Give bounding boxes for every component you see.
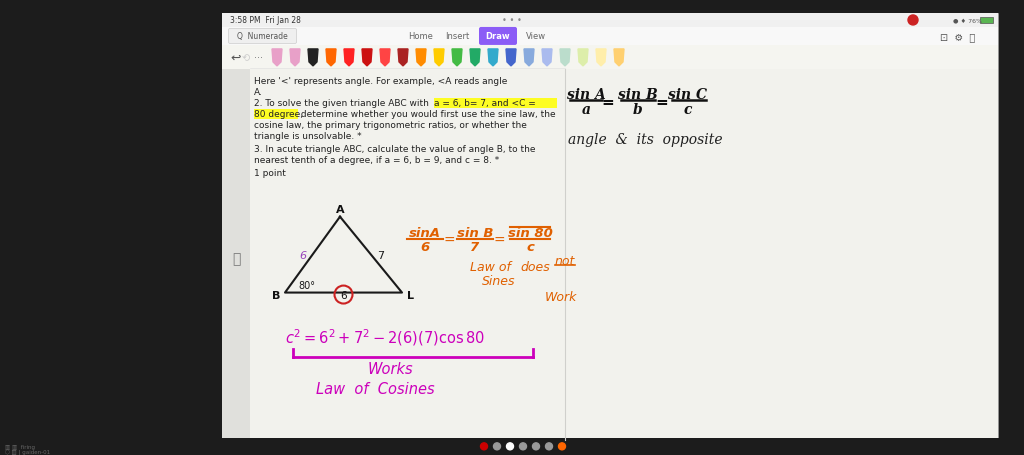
Text: =: = <box>443 233 455 247</box>
Text: Insert: Insert <box>444 32 469 41</box>
Text: sinA: sinA <box>409 227 441 240</box>
Text: not: not <box>555 254 575 268</box>
Circle shape <box>494 443 501 450</box>
Text: Sines: Sines <box>482 274 515 288</box>
Circle shape <box>480 443 487 450</box>
Polygon shape <box>596 50 606 67</box>
Text: c: c <box>684 103 692 116</box>
Polygon shape <box>614 50 624 67</box>
Text: • • •: • • • <box>502 16 522 25</box>
FancyBboxPatch shape <box>479 28 517 46</box>
Text: 2. To solve the given triangle ABC with: 2. To solve the given triangle ABC with <box>254 99 432 108</box>
Text: =: = <box>602 95 614 110</box>
Text: A.: A. <box>254 88 263 97</box>
Text: 1 point: 1 point <box>254 169 286 178</box>
Polygon shape <box>362 50 372 67</box>
Polygon shape <box>308 50 318 67</box>
Text: B: B <box>271 290 281 300</box>
Bar <box>254 110 298 120</box>
Text: 3. In acute triangle ABC, calculate the value of angle B, to the: 3. In acute triangle ABC, calculate the … <box>254 145 536 154</box>
Polygon shape <box>524 50 534 67</box>
Text: sin B: sin B <box>618 88 657 101</box>
Polygon shape <box>272 50 282 67</box>
Text: angle  &  its  opposite: angle & its opposite <box>568 132 723 147</box>
Text: 80°: 80° <box>299 280 315 290</box>
Text: Q  Numerade: Q Numerade <box>237 32 288 41</box>
Text: ⟲: ⟲ <box>242 53 250 63</box>
Text: =: = <box>655 95 669 110</box>
Text: ···: ··· <box>254 53 263 63</box>
Text: 6: 6 <box>421 241 430 253</box>
Text: 6: 6 <box>299 250 306 260</box>
Bar <box>0 438 1024 455</box>
Text: Works: Works <box>368 361 413 376</box>
Polygon shape <box>434 50 444 67</box>
Text: Law of: Law of <box>470 261 511 273</box>
Polygon shape <box>542 50 552 67</box>
Text: b: b <box>633 103 643 116</box>
Text: 7: 7 <box>470 241 479 253</box>
Text: sin B: sin B <box>457 227 494 240</box>
Text: Law  of  Cosines: Law of Cosines <box>315 381 434 396</box>
Text: Work: Work <box>545 290 578 303</box>
Text: ⊡  ⚙  ⤢: ⊡ ⚙ ⤢ <box>940 32 975 42</box>
Polygon shape <box>380 50 390 67</box>
Bar <box>222 70 250 440</box>
Circle shape <box>908 16 918 26</box>
Polygon shape <box>506 50 516 67</box>
Text: View: View <box>526 32 546 41</box>
Polygon shape <box>488 50 498 67</box>
Text: triangle is unsolvable. *: triangle is unsolvable. * <box>254 132 361 141</box>
Text: 80 degree,: 80 degree, <box>254 110 303 119</box>
Text: ▥ ▥  firing: ▥ ▥ firing <box>5 444 35 449</box>
Text: A: A <box>336 204 344 214</box>
Circle shape <box>519 443 526 450</box>
Polygon shape <box>470 50 480 67</box>
Bar <box>222 46 998 70</box>
Polygon shape <box>290 50 300 67</box>
Text: ● ♦ 76%: ● ♦ 76% <box>953 19 982 23</box>
Circle shape <box>507 443 513 450</box>
Polygon shape <box>578 50 588 67</box>
Bar <box>222 14 998 28</box>
Text: =: = <box>494 233 505 247</box>
Polygon shape <box>326 50 336 67</box>
FancyBboxPatch shape <box>228 30 297 44</box>
Polygon shape <box>452 50 462 67</box>
Text: L: L <box>408 290 415 300</box>
Text: $c^2 = 6^2 + 7^2 - 2(6)(7)\cos 80$: $c^2 = 6^2 + 7^2 - 2(6)(7)\cos 80$ <box>285 326 484 347</box>
Text: ↩: ↩ <box>230 51 241 64</box>
Text: 3:58 PM  Fri Jan 28: 3:58 PM Fri Jan 28 <box>230 16 301 25</box>
Text: Draw: Draw <box>485 32 510 41</box>
Text: c: c <box>526 241 534 253</box>
Bar <box>222 28 998 46</box>
Circle shape <box>558 443 565 450</box>
Circle shape <box>546 443 553 450</box>
Text: sin 80: sin 80 <box>508 227 552 240</box>
Text: sin C: sin C <box>669 88 708 101</box>
Text: determine whether you would first use the sine law, the: determine whether you would first use th… <box>298 110 556 119</box>
Text: Home: Home <box>409 32 433 41</box>
Text: nearest tenth of a degree, if a = 6, b = 9, and c = 8. *: nearest tenth of a degree, if a = 6, b =… <box>254 156 500 165</box>
Text: 6: 6 <box>340 290 347 300</box>
Polygon shape <box>416 50 426 67</box>
Text: 〈: 〈 <box>231 252 241 266</box>
Bar <box>980 18 993 24</box>
Text: 7: 7 <box>378 250 385 260</box>
Polygon shape <box>560 50 570 67</box>
Bar <box>434 99 557 109</box>
Text: ⬡ ▥ | gaiden-01: ⬡ ▥ | gaiden-01 <box>5 448 50 454</box>
Text: sin A: sin A <box>566 88 605 101</box>
Polygon shape <box>344 50 354 67</box>
Polygon shape <box>398 50 408 67</box>
Bar <box>222 14 998 440</box>
Circle shape <box>532 443 540 450</box>
Text: Here '<' represents angle. For example, <A reads angle: Here '<' represents angle. For example, … <box>254 77 507 86</box>
Text: a: a <box>582 103 591 116</box>
Text: does: does <box>520 261 550 273</box>
Text: a = 6, b= 7, and <C =: a = 6, b= 7, and <C = <box>434 99 536 108</box>
Text: cosine law, the primary trigonometric ratios, or whether the: cosine law, the primary trigonometric ra… <box>254 121 527 130</box>
